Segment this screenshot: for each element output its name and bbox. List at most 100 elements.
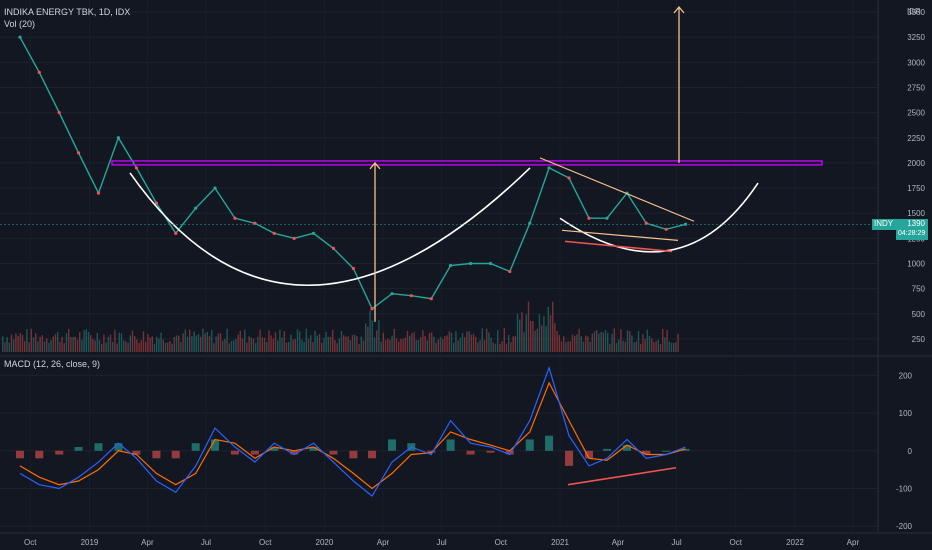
volume-bar: [41, 335, 43, 352]
price-point: [116, 136, 121, 140]
price-tick-label: 1500: [907, 209, 925, 218]
volume-bar: [466, 331, 468, 352]
volume-bar: [457, 340, 459, 352]
volume-bar: [325, 331, 327, 352]
macd-histogram-bar: [388, 439, 397, 451]
volume-bar: [336, 343, 338, 352]
volume-bar: [659, 343, 662, 352]
volume-bar: [470, 334, 472, 352]
macd-histogram-bar: [584, 450, 593, 459]
volume-bar: [239, 330, 241, 352]
volume-bar: [321, 342, 323, 352]
volume-bar: [367, 326, 369, 352]
macd-histogram-bar: [427, 450, 436, 453]
volume-bar: [448, 331, 450, 352]
volume-bar: [387, 338, 389, 352]
volume-bar: [380, 341, 382, 352]
volume-bar: [488, 332, 490, 352]
volume-bar: [32, 337, 35, 352]
price-label: 1390: [907, 219, 925, 228]
time-tick-label: Oct: [24, 538, 37, 547]
volume-bar: [554, 323, 556, 352]
volume-bar: [604, 330, 607, 352]
volume-bar: [475, 336, 477, 352]
volume-bar: [340, 330, 343, 352]
time-tick-label: 2020: [316, 538, 334, 547]
volume-bar: [178, 335, 180, 352]
volume-bar: [426, 340, 428, 352]
macd-histogram-bar: [329, 450, 338, 455]
volume-bar: [382, 332, 384, 352]
volume-bar: [208, 335, 211, 352]
volume-bar: [459, 337, 461, 352]
measured-move-arrow-head: [369, 161, 381, 170]
volume-bar: [481, 328, 483, 352]
macd-histogram-bar: [349, 450, 358, 459]
macd-histogram-bar: [622, 445, 631, 451]
volume-bar: [420, 337, 422, 352]
volume-bar: [96, 333, 98, 352]
macd-histogram-bar: [368, 450, 377, 459]
volume-bar: [662, 328, 664, 352]
volume-bar: [629, 331, 631, 352]
price-tick-label: 2750: [907, 83, 925, 92]
volume-bar: [571, 334, 574, 352]
volume-bar: [609, 343, 611, 352]
volume-bar: [26, 328, 28, 352]
volume-bar: [81, 339, 83, 352]
volume-bar: [402, 338, 404, 352]
macd-histogram-bar: [681, 448, 690, 451]
volume-bar: [558, 335, 560, 352]
volume-bar: [241, 338, 244, 352]
volume-bar: [424, 336, 426, 352]
price-point: [468, 261, 473, 266]
volume-bar: [422, 330, 424, 352]
volume-bar: [206, 331, 208, 352]
volume-bar: [151, 336, 153, 352]
volume-bar: [461, 332, 464, 352]
volume-bar: [94, 340, 96, 352]
volume-bar: [673, 342, 675, 352]
volume-bar: [184, 329, 186, 352]
volume-bar: [521, 312, 523, 352]
time-tick-label: 2022: [786, 538, 804, 547]
macd-histogram-bar: [565, 450, 574, 466]
volume-bar: [534, 330, 536, 352]
time-tick-label: Apr: [141, 538, 154, 547]
volume-bar: [127, 342, 129, 352]
macd-histogram-bar: [466, 450, 475, 455]
volume-bar: [149, 337, 151, 352]
volume-bar: [587, 336, 589, 352]
volume-bar: [409, 335, 411, 352]
volume-bar: [224, 338, 226, 352]
macd-histogram-bar: [642, 450, 651, 455]
price-point: [272, 231, 276, 235]
volume-bar: [180, 342, 182, 352]
price-point: [37, 70, 41, 74]
volume-bar: [235, 339, 237, 352]
price-point: [508, 269, 512, 274]
countdown-label: 04:28:29: [898, 230, 926, 237]
macd-histogram-bar: [74, 447, 83, 451]
price-point: [96, 191, 101, 195]
volume-bar: [646, 329, 648, 352]
volume-bar: [8, 342, 10, 352]
volume-bar: [327, 336, 329, 352]
time-tick-label: Jul: [436, 538, 446, 547]
volume-bar: [118, 332, 120, 352]
volume-bar: [131, 330, 134, 352]
volume-bar: [263, 337, 266, 352]
volume-bar: [569, 341, 571, 352]
volume-bar: [189, 329, 191, 352]
macd-histogram-bar: [290, 450, 299, 455]
volume-bar: [651, 338, 653, 352]
volume-bar: [582, 341, 585, 352]
volume-bar: [79, 332, 81, 352]
volume-bar: [288, 341, 290, 352]
volume-bar: [50, 340, 52, 352]
time-tick-label: Apr: [377, 538, 390, 547]
volume-bar: [156, 336, 158, 352]
macd-histogram-bar: [505, 450, 514, 455]
volume-bar: [499, 343, 501, 352]
